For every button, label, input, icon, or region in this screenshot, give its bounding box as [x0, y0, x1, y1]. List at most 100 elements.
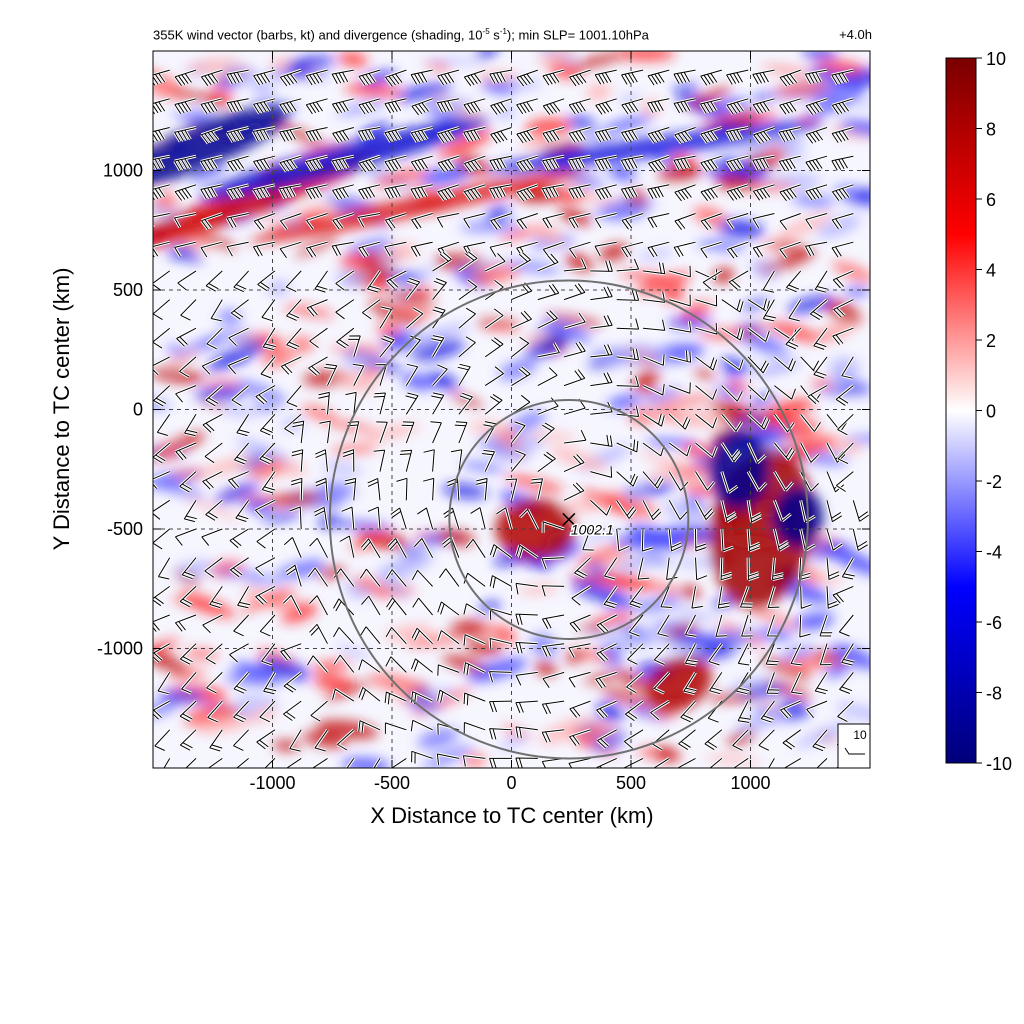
wind-barb [773, 471, 794, 491]
wind-barb [747, 356, 769, 374]
wind-barb [286, 385, 302, 407]
divergence-patch [565, 650, 586, 664]
wind-barb [283, 672, 302, 693]
wind-barb [623, 757, 644, 768]
divergence-patch [476, 51, 498, 59]
divergence-patch [764, 249, 816, 272]
wind-barb [414, 538, 434, 558]
wind-barb [379, 335, 395, 358]
wind-barb [411, 98, 433, 116]
wind-barb [184, 414, 198, 437]
wind-barb [616, 289, 640, 301]
wind-barb [537, 310, 558, 329]
wind-barb [226, 213, 249, 228]
wind-barb [653, 643, 670, 665]
wind-barb [174, 127, 197, 143]
wind-barb [800, 586, 812, 609]
divergence-patch [760, 65, 813, 75]
colorbar-tick-label: -8 [986, 684, 1002, 704]
wind-barb [720, 557, 732, 581]
colorbar-tick-label: 10 [986, 49, 1006, 69]
divergence-patch [207, 341, 265, 372]
wind-barb [362, 299, 381, 320]
wind-barb [726, 184, 749, 201]
wind-barb [637, 557, 650, 580]
wind-barb [387, 538, 407, 558]
wind-barb [668, 500, 688, 520]
wind-barb [314, 270, 328, 293]
wind-barb [206, 327, 223, 350]
wind-barb [279, 127, 302, 142]
wind-barb [542, 127, 565, 143]
wind-barb [594, 213, 617, 229]
wind-barb [685, 614, 697, 637]
divergence-patch [153, 67, 185, 95]
wind-barb [226, 127, 249, 143]
wind-barb [760, 700, 775, 723]
divergence-patch [385, 290, 437, 305]
wind-barb [726, 69, 749, 85]
colorbar-tick-label: 0 [986, 402, 996, 422]
wind-barb [779, 69, 801, 87]
wind-barb [489, 575, 512, 589]
wind-barb [695, 528, 707, 552]
divergence-patch [655, 393, 714, 410]
wind-barb [832, 327, 854, 345]
divergence-patch [533, 223, 564, 244]
wind-barb [779, 213, 801, 231]
divergence-patch [506, 260, 561, 274]
wind-barb [733, 757, 749, 768]
wind-barb [568, 241, 591, 258]
wind-barb [702, 270, 723, 290]
wind-barb [405, 335, 421, 358]
divergence-patch [545, 320, 584, 339]
wind-barb [704, 729, 723, 751]
wind-barb [233, 614, 249, 637]
wind-barb [200, 69, 223, 86]
wind-barb [332, 688, 355, 702]
divergence-patch [202, 379, 243, 387]
wind-barb [411, 750, 433, 764]
wind-barb [401, 421, 415, 444]
wind-barb [283, 537, 302, 558]
divergence-patch [845, 435, 870, 443]
wind-barb [438, 568, 460, 587]
divergence-patch [566, 116, 597, 130]
wind-barb [790, 643, 803, 666]
wind-barb [200, 184, 223, 200]
wind-barb [747, 413, 770, 430]
wind-barb [582, 528, 594, 551]
wind-barb [541, 184, 565, 199]
wind-barb [511, 450, 526, 472]
wind-barb [489, 728, 512, 740]
wind-barb [318, 391, 330, 415]
wind-barb [647, 69, 670, 86]
wind-barb [332, 127, 354, 143]
divergence-patch [600, 687, 652, 707]
wind-barb [156, 414, 171, 436]
wind-barb [236, 758, 249, 768]
divergence-patch [817, 386, 870, 395]
wind-barb [235, 500, 250, 522]
wind-barb [515, 613, 538, 625]
wind-barb [373, 392, 386, 415]
wind-barb [812, 729, 828, 752]
wind-barb [259, 700, 276, 723]
wind-barb [623, 729, 644, 749]
divergence-patch [311, 660, 352, 672]
range-ring [448, 398, 690, 640]
wind-barb [766, 672, 780, 694]
wind-barb [668, 442, 691, 457]
divergence-patch [683, 484, 717, 496]
wind-barb [331, 155, 354, 171]
wind-barb [262, 327, 276, 351]
wind-barb [384, 722, 407, 734]
divergence-patch [288, 56, 322, 72]
divergence-patch [816, 215, 862, 239]
wind-barb [177, 270, 197, 291]
wind-barb [852, 500, 869, 522]
wind-barb [432, 364, 448, 386]
wind-barb [411, 569, 433, 587]
wind-barb [174, 69, 197, 86]
wind-barb [516, 544, 539, 559]
